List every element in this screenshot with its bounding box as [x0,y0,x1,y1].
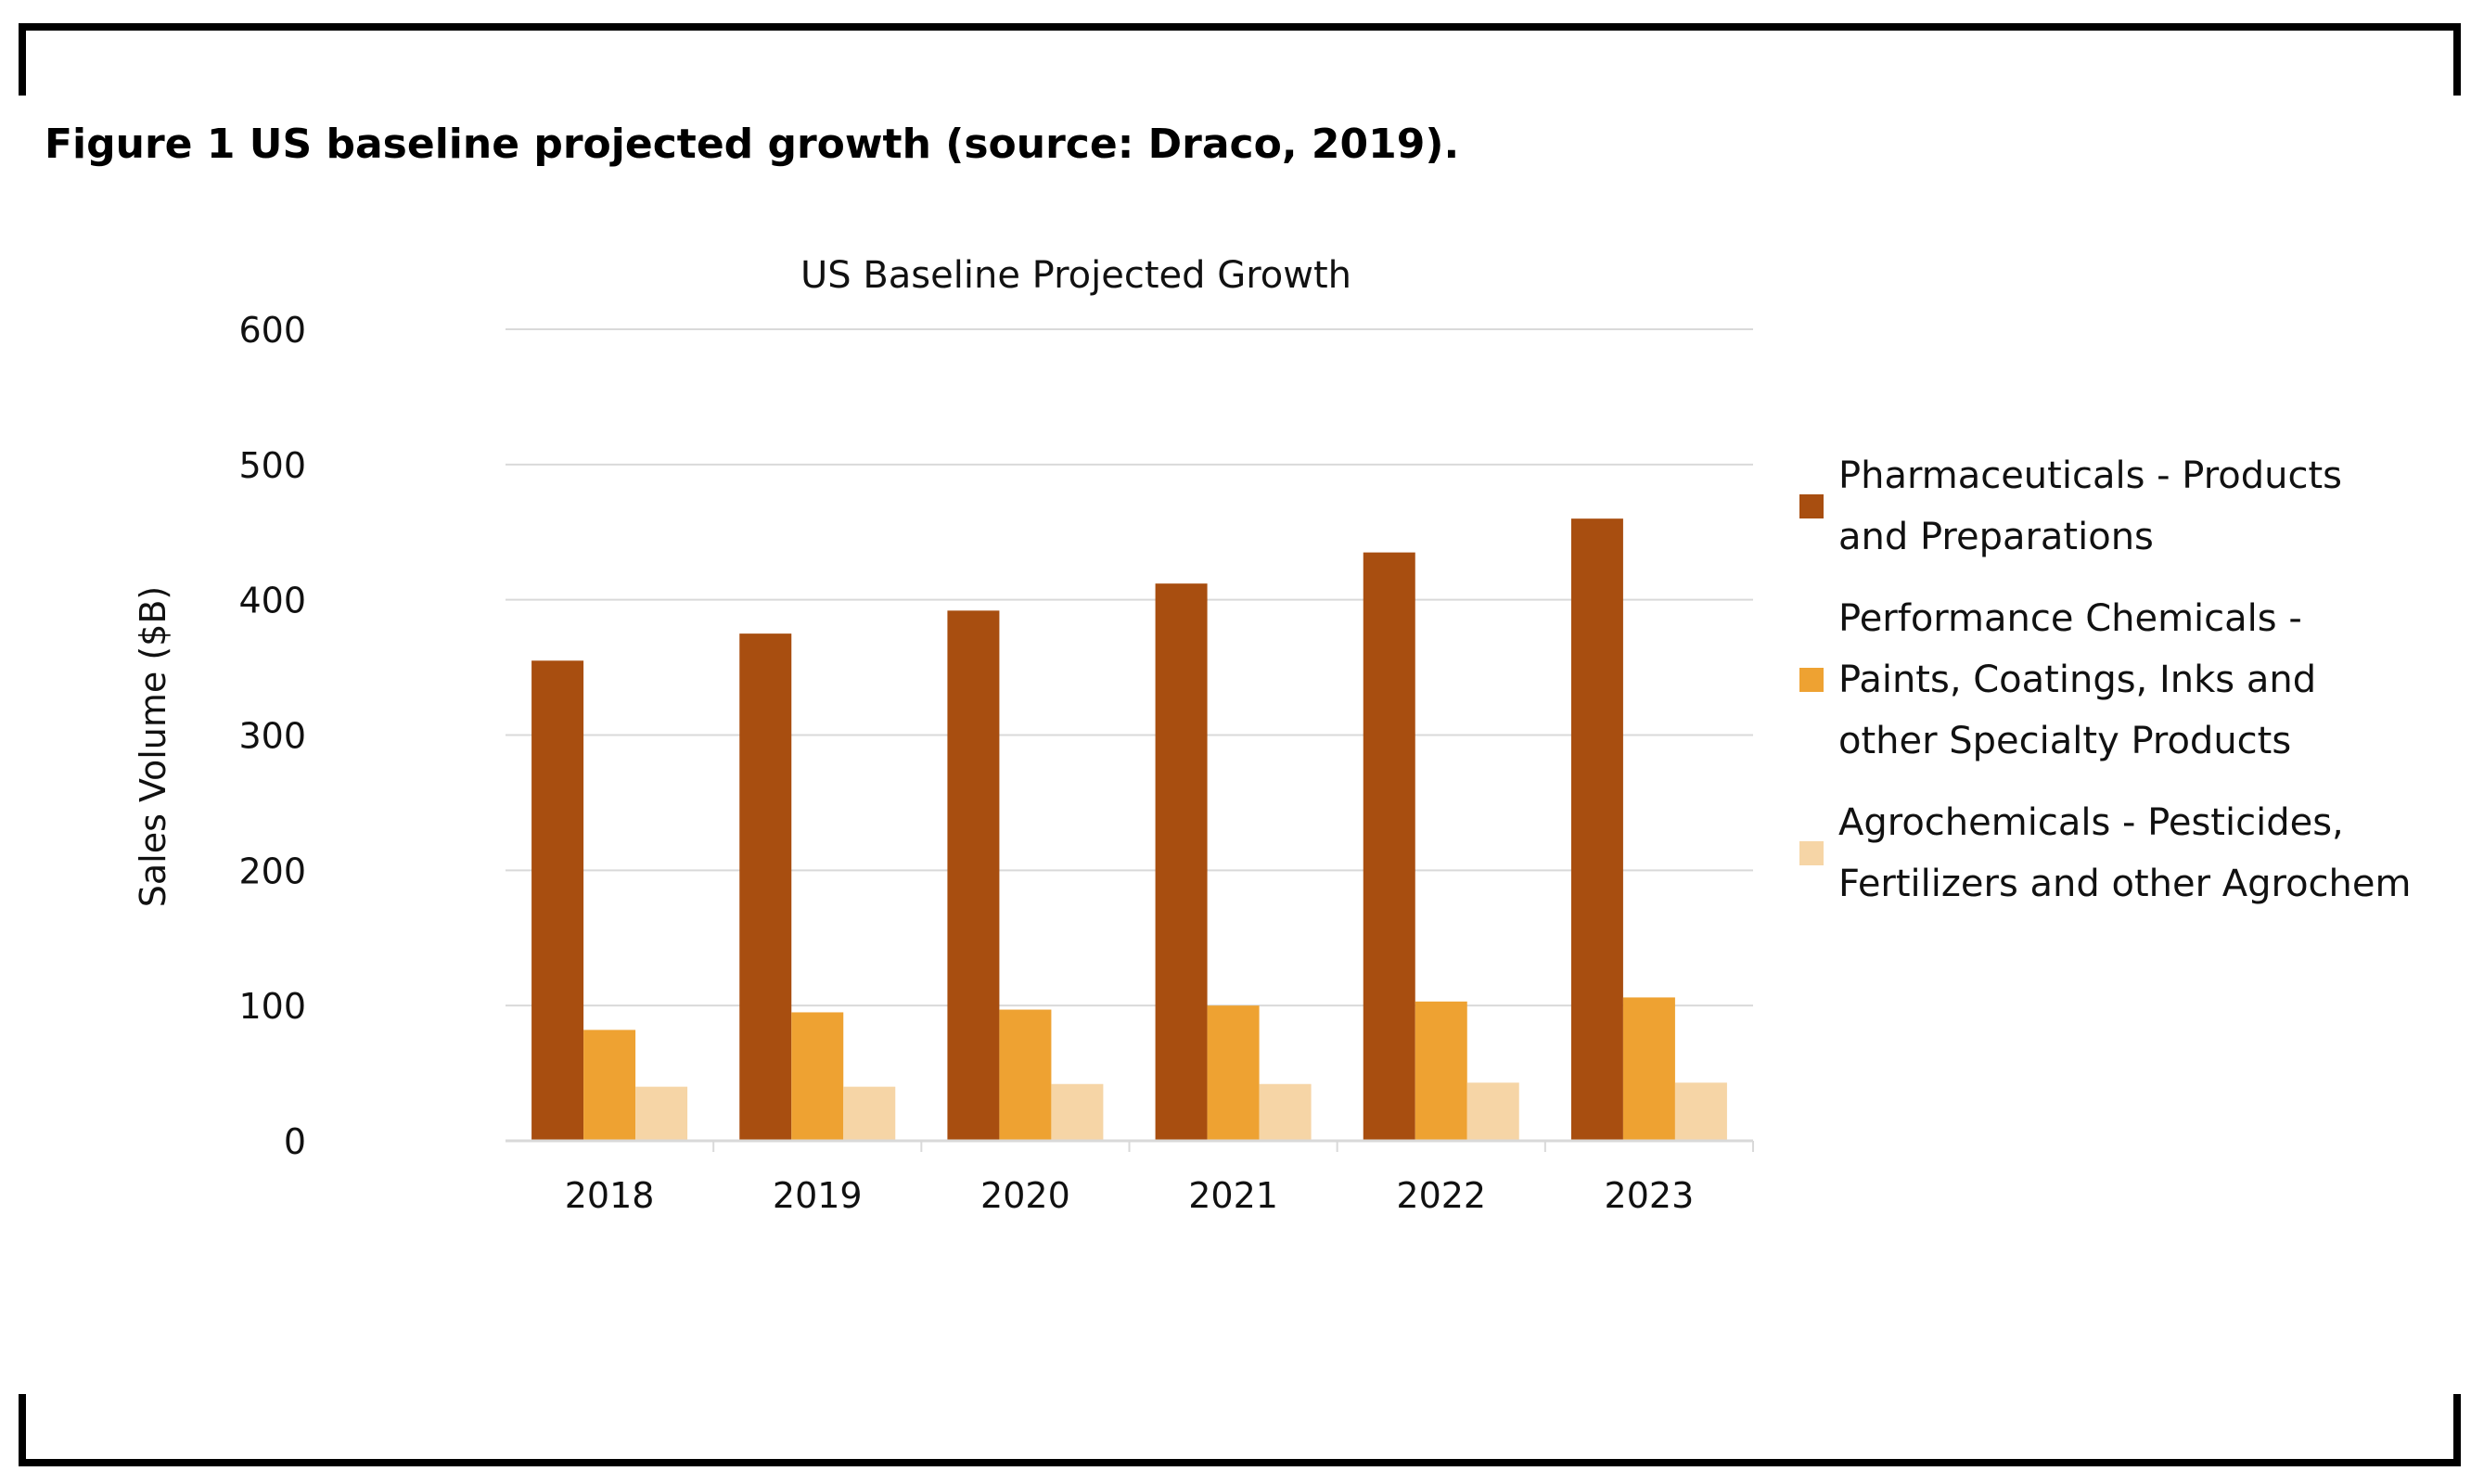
figure-caption: Figure 1 US baseline projected growth (s… [45,121,1460,168]
bar-2020-series-3 [1051,1083,1104,1141]
frame-bottom-bracket [19,1394,2461,1466]
chart-legend: Pharmaceuticals - Products and Preparati… [1799,445,2449,935]
y-tick-label: 200 [238,851,306,891]
legend-swatch [1799,494,1824,518]
bar-2021-series-3 [1259,1083,1312,1141]
bar-2018-series-1 [531,660,584,1141]
chart-title: US Baseline Projected Growth [800,254,1351,297]
bar-2022-series-3 [1466,1082,1519,1141]
axes: 0 100 200 300 400 500 600 2018 2019 2020 2021 2022 2… [238,310,1754,1216]
legend-label: Agrochemicals - Pesticides, Fertilizers … [1838,801,2412,905]
bar-2022-series-1 [1363,552,1415,1141]
legend-swatch [1799,668,1824,692]
bar-2020-series-2 [999,1009,1052,1141]
bar-2020-series-1 [947,610,1000,1141]
bar-2023-series-3 [1674,1082,1727,1141]
bar-2023-series-1 [1570,518,1623,1141]
bar-2019-series-3 [843,1086,896,1141]
x-tick-label: 2023 [1605,1175,1695,1216]
bar-2022-series-2 [1415,1001,1467,1141]
y-tick-label: 300 [238,716,306,757]
bar-2021-series-2 [1207,1005,1260,1141]
x-tick-label: 2021 [1188,1175,1278,1216]
y-tick-label: 400 [238,581,306,621]
x-tick-label: 2019 [773,1175,863,1216]
legend-item: Performance Chemicals - Paints, Coatings… [1799,588,2449,772]
y-tick-label: 0 [284,1121,306,1162]
x-tick-label: 2018 [565,1175,655,1216]
legend-label: Pharmaceuticals - Products and Preparati… [1838,454,2342,558]
y-tick-label: 600 [238,310,306,351]
bar-2023-series-2 [1622,997,1675,1141]
gridlines [506,328,1753,1007]
bars [531,518,1727,1141]
bar-2019-series-2 [791,1012,844,1141]
bar-2021-series-1 [1155,583,1208,1141]
legend-swatch [1799,841,1824,865]
y-tick-label: 500 [238,445,306,486]
legend-label: Performance Chemicals - Paints, Coatings… [1838,597,2317,762]
bar-2019-series-1 [739,633,792,1141]
x-tick-label: 2022 [1396,1175,1486,1216]
bar-2018-series-2 [583,1030,636,1141]
legend-item: Agrochemicals - Pesticides, Fertilizers … [1799,792,2449,915]
x-tick-label: 2020 [980,1175,1070,1216]
y-axis-label: Sales Volume ($B) [133,586,173,908]
legend-item: Pharmaceuticals - Products and Preparati… [1799,445,2449,568]
frame-top-bracket [19,23,2461,96]
bar-2018-series-3 [635,1086,688,1141]
y-tick-label: 100 [238,986,306,1027]
